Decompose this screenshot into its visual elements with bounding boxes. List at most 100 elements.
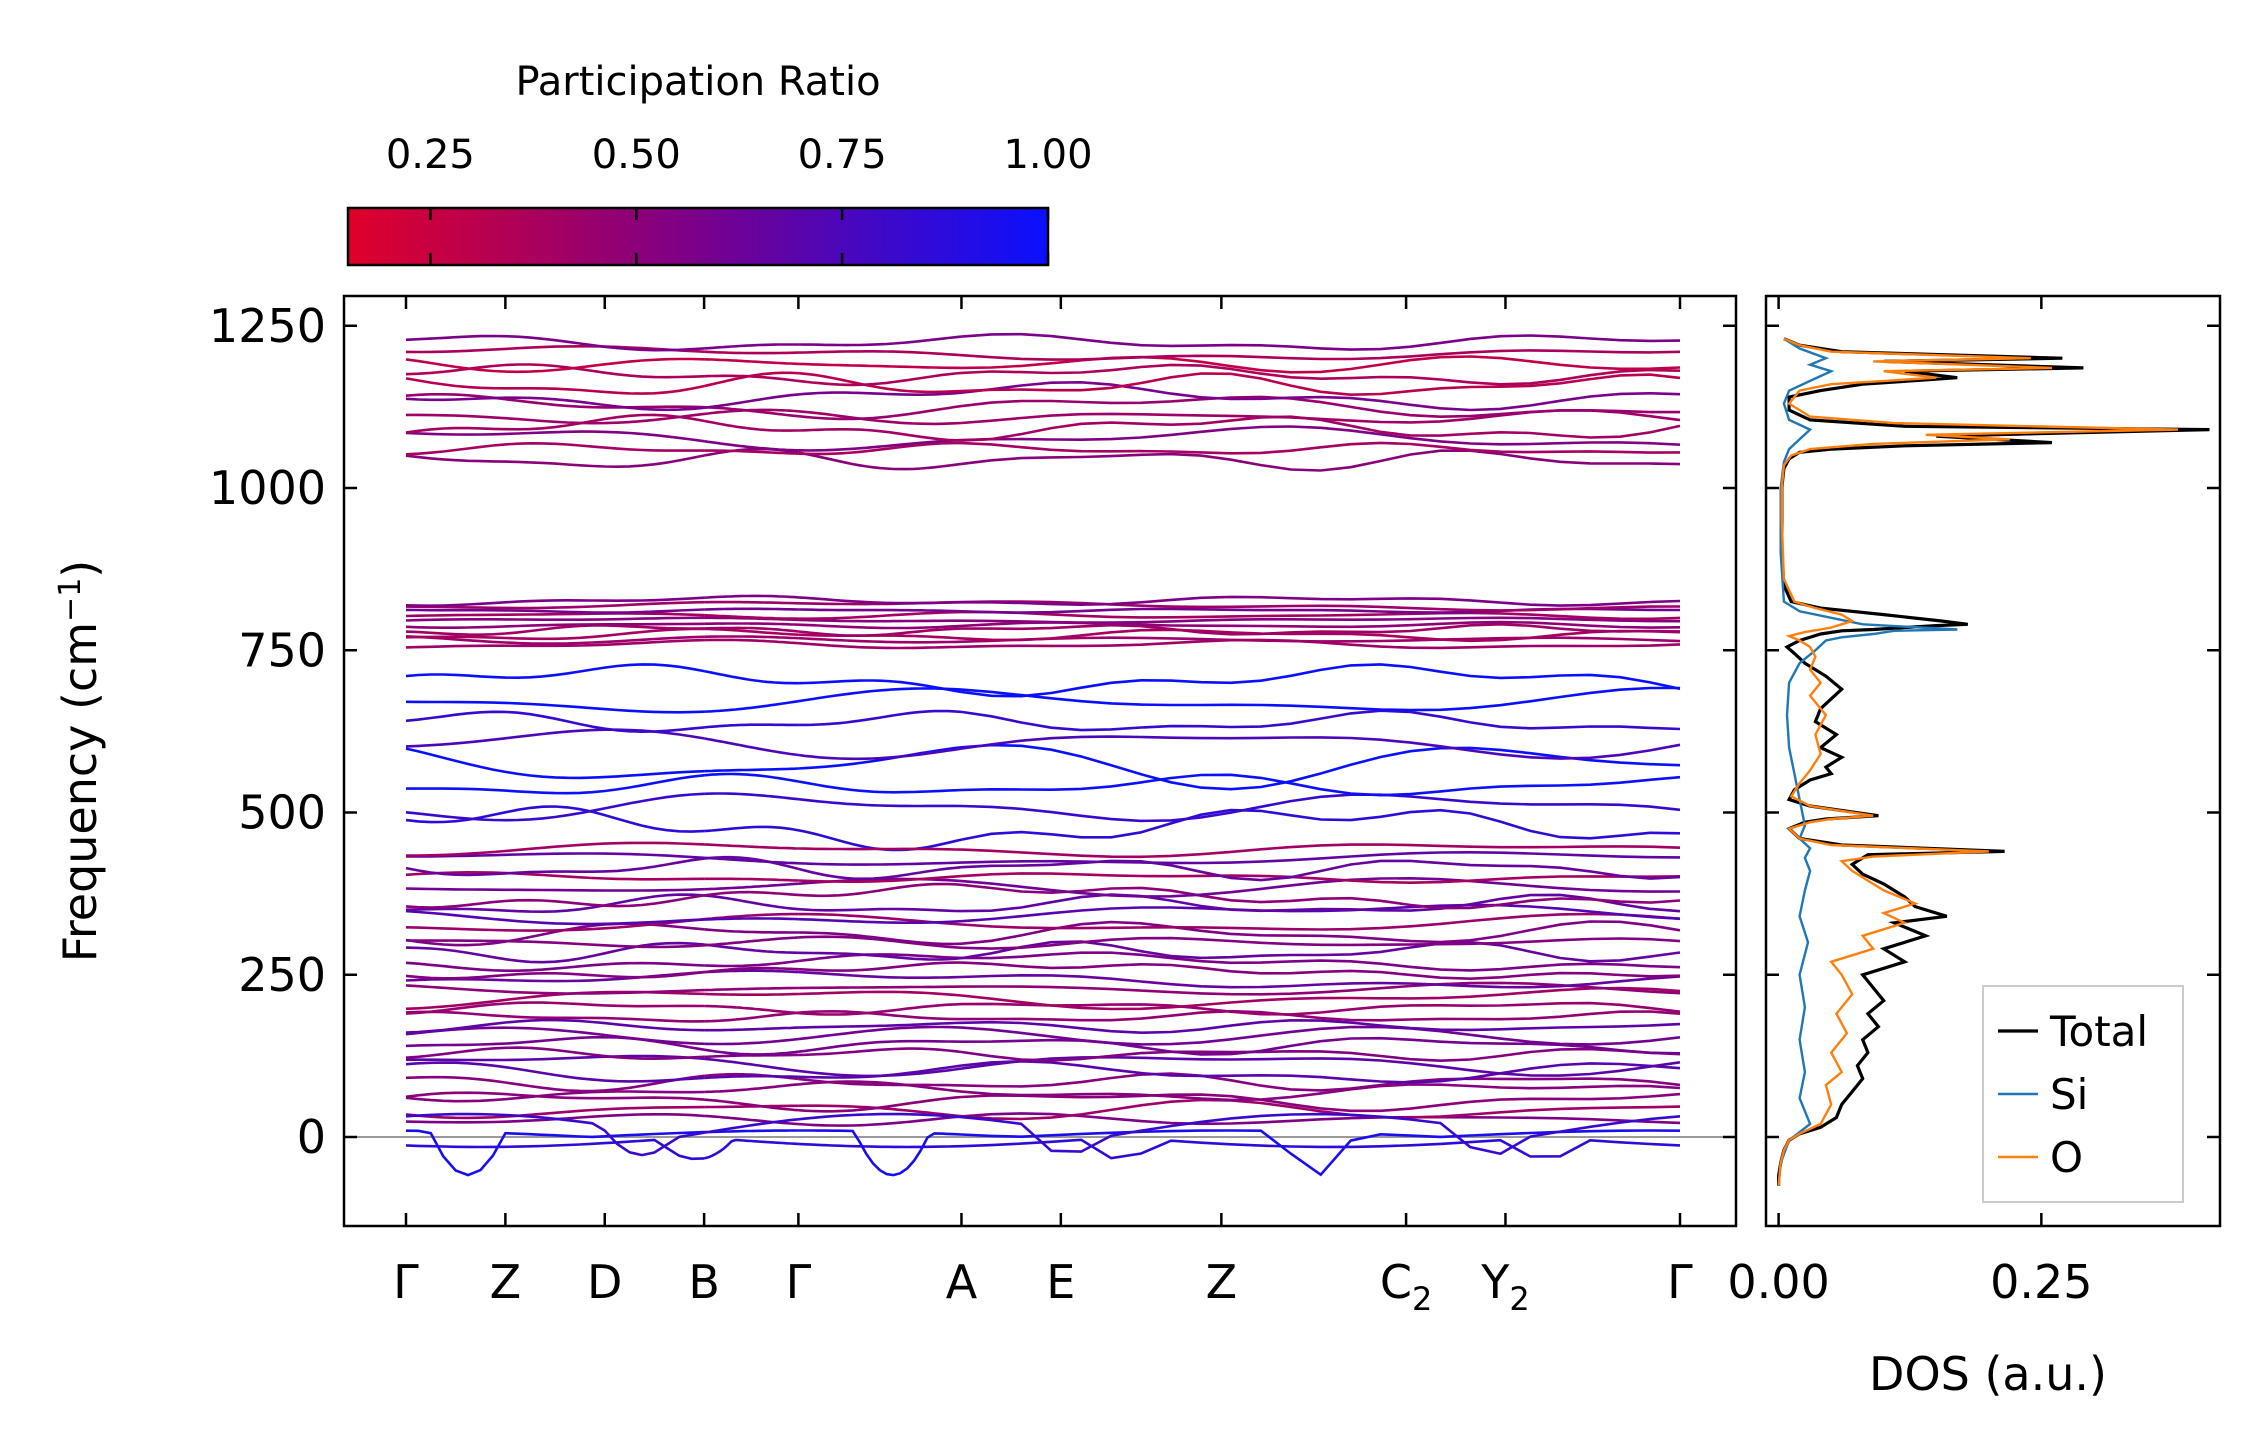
colorbar-tick-label: 1.00 bbox=[1003, 132, 1092, 178]
band-line bbox=[405, 1018, 705, 1034]
band-line bbox=[406, 774, 705, 795]
dos-series-o bbox=[1777, 337, 2179, 1186]
y-axis-label-main: Frequency (cm bbox=[53, 622, 107, 962]
dos-x-tick-label: 0.25 bbox=[1990, 1255, 2092, 1309]
band-line bbox=[798, 679, 962, 694]
band-line bbox=[406, 412, 705, 425]
band-line bbox=[704, 1083, 799, 1094]
band-line bbox=[405, 357, 705, 374]
band-line bbox=[704, 449, 799, 455]
x-tick-label: C2 bbox=[1380, 1255, 1432, 1318]
band-line bbox=[798, 1080, 962, 1093]
band-line bbox=[961, 1112, 1681, 1126]
band-line bbox=[961, 686, 1680, 712]
band-line bbox=[704, 358, 799, 366]
dos-axes: 0.00 0.25 bbox=[1727, 296, 2220, 1309]
band-line bbox=[798, 410, 962, 426]
band-line bbox=[405, 1046, 705, 1061]
band-line bbox=[961, 449, 1681, 472]
band-line bbox=[704, 343, 799, 350]
band-line bbox=[798, 882, 962, 898]
dos-panel: 0.00 0.25 DOS (a.u.) Total Si O bbox=[1727, 294, 2222, 1401]
band-line bbox=[405, 596, 705, 608]
band-line bbox=[405, 1074, 705, 1093]
x-tick-label: E bbox=[1046, 1255, 1075, 1309]
band-line bbox=[798, 641, 962, 650]
band-line bbox=[405, 710, 705, 734]
band-line bbox=[961, 1083, 1681, 1102]
band-line bbox=[961, 395, 1680, 419]
band-line bbox=[405, 857, 705, 877]
band-line bbox=[704, 792, 799, 801]
band-line bbox=[961, 610, 1681, 621]
band-line bbox=[798, 404, 962, 421]
band-line bbox=[704, 1114, 799, 1126]
x-tick-label: B bbox=[688, 1255, 720, 1309]
band-line bbox=[405, 638, 705, 649]
band-line bbox=[405, 841, 705, 857]
y-tick-label: 250 bbox=[238, 948, 326, 1002]
band-line bbox=[961, 1098, 1681, 1121]
band-line bbox=[703, 966, 799, 974]
band-line bbox=[405, 1105, 705, 1120]
band-line bbox=[961, 936, 1681, 950]
band-line bbox=[704, 613, 799, 620]
band-line bbox=[961, 951, 1681, 972]
band-line bbox=[704, 1074, 799, 1080]
band-line bbox=[704, 1129, 799, 1134]
band-line bbox=[405, 1061, 705, 1083]
colorbar-tick-label: 0.75 bbox=[798, 132, 887, 178]
band-line bbox=[961, 349, 1681, 361]
band-line bbox=[798, 865, 962, 880]
band-line bbox=[405, 805, 705, 833]
band-line bbox=[798, 861, 962, 866]
band-line bbox=[798, 1115, 962, 1127]
band-line bbox=[405, 887, 705, 892]
y-tick-label: 1000 bbox=[209, 461, 326, 515]
band-line bbox=[961, 986, 1681, 1011]
band-line bbox=[798, 428, 962, 442]
band-line bbox=[405, 961, 705, 972]
band-plot-frame bbox=[342, 294, 1738, 1228]
band-line bbox=[704, 405, 799, 418]
band-line bbox=[405, 454, 705, 469]
legend-label: O bbox=[2050, 1133, 2083, 1182]
band-line bbox=[961, 372, 1681, 397]
band-line bbox=[405, 430, 705, 443]
band-line bbox=[703, 669, 799, 685]
band-line bbox=[704, 882, 799, 891]
x-tick-label: Γ bbox=[786, 1255, 812, 1309]
band-line bbox=[961, 1072, 1681, 1092]
band-line bbox=[405, 970, 705, 980]
dos-plot-frame bbox=[1764, 294, 2222, 1228]
band-line bbox=[961, 843, 1681, 859]
band-line bbox=[798, 1142, 962, 1149]
band-line bbox=[798, 746, 962, 770]
colorbar-gradient bbox=[346, 206, 1050, 267]
band-line bbox=[961, 1138, 1681, 1160]
band-line bbox=[798, 438, 962, 452]
band-line bbox=[961, 1112, 1681, 1156]
band-line bbox=[798, 391, 962, 396]
band-line bbox=[405, 939, 705, 949]
colorbar-ticks: 0.25 0.50 0.75 1.00 bbox=[386, 132, 1093, 265]
band-line bbox=[961, 973, 1681, 989]
band-line bbox=[961, 920, 1681, 945]
phonon-bands bbox=[405, 332, 1681, 1177]
band-line bbox=[405, 377, 705, 395]
dos-curves bbox=[1777, 337, 2210, 1186]
band-line bbox=[798, 1077, 962, 1087]
band-line bbox=[961, 425, 1681, 446]
band-line bbox=[405, 870, 705, 881]
band-line bbox=[405, 909, 705, 926]
band-line bbox=[798, 1067, 962, 1078]
band-line bbox=[961, 883, 1681, 910]
band-line bbox=[405, 616, 705, 622]
band-line bbox=[704, 1004, 799, 1015]
x-tick-label: D bbox=[587, 1255, 622, 1309]
band-line bbox=[961, 1009, 1681, 1022]
band-line bbox=[405, 635, 705, 645]
band-line bbox=[961, 636, 1681, 643]
band-line bbox=[798, 961, 962, 972]
